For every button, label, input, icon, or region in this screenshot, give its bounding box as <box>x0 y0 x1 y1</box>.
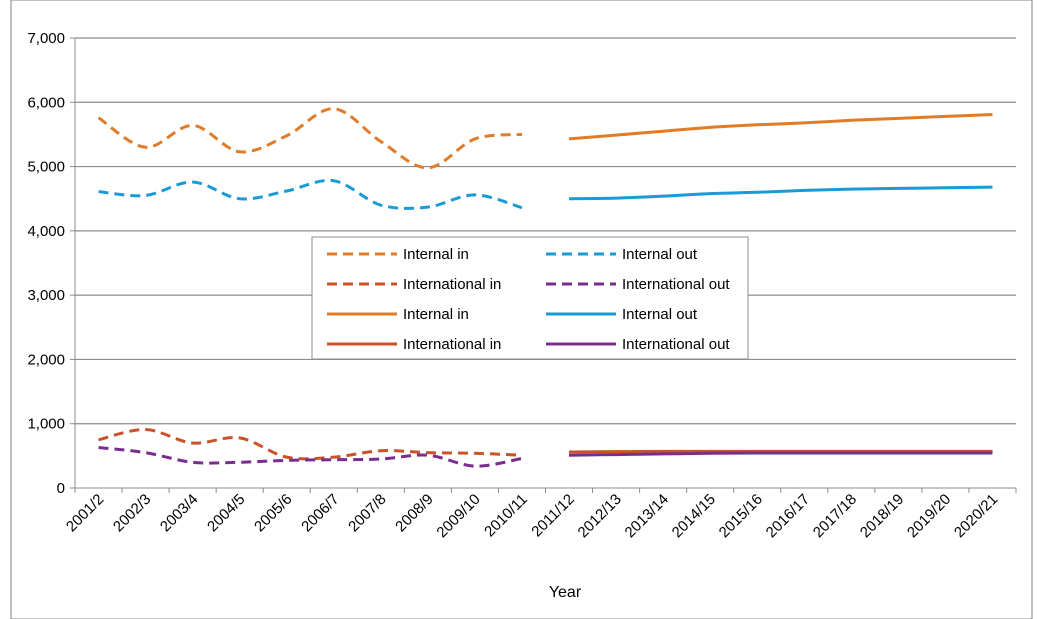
y-tick-label: 7,000 <box>27 30 65 47</box>
y-tick-label: 3,000 <box>27 287 65 304</box>
y-tick-label: 1,000 <box>27 416 65 433</box>
y-tick-labels: 0 1,000 2,000 3,000 4,000 5,000 6,000 7,000 <box>27 30 65 497</box>
legend-label: Internal in <box>403 306 469 323</box>
series-line-internal-out-solid <box>569 185 993 201</box>
legend-label: International in <box>403 336 501 353</box>
gridlines <box>70 37 1016 489</box>
series-line-international-out-solid <box>569 451 993 457</box>
axes <box>74 38 1017 493</box>
legend-label: International out <box>622 276 730 293</box>
y-tick-label: 5,000 <box>27 159 65 176</box>
legend-label: Internal out <box>622 246 698 263</box>
series-group <box>97 107 993 468</box>
series-line-internal-in-dashed <box>97 107 523 170</box>
series-line-internal-out-dashed <box>98 178 523 210</box>
series-line-internal-in-solid <box>568 113 993 141</box>
legend-label: International out <box>622 336 730 353</box>
y-tick-label: 6,000 <box>27 94 65 111</box>
legend-box <box>311 236 749 360</box>
y-tick-label: 0 <box>57 480 65 497</box>
y-tick-label: 2,000 <box>27 351 65 368</box>
series-line-international-in-dashed <box>98 427 523 461</box>
x-axis-title: Year <box>549 584 582 601</box>
legend: Internal in Internal out International in I… <box>311 236 749 360</box>
legend-label: Internal out <box>622 306 698 323</box>
series-line-international-in-solid <box>569 449 993 454</box>
legend-label: Internal in <box>403 246 469 263</box>
y-tick-label: 4,000 <box>27 223 65 240</box>
legend-label: International in <box>403 276 501 293</box>
series-line-international-out-dashed <box>98 446 523 468</box>
